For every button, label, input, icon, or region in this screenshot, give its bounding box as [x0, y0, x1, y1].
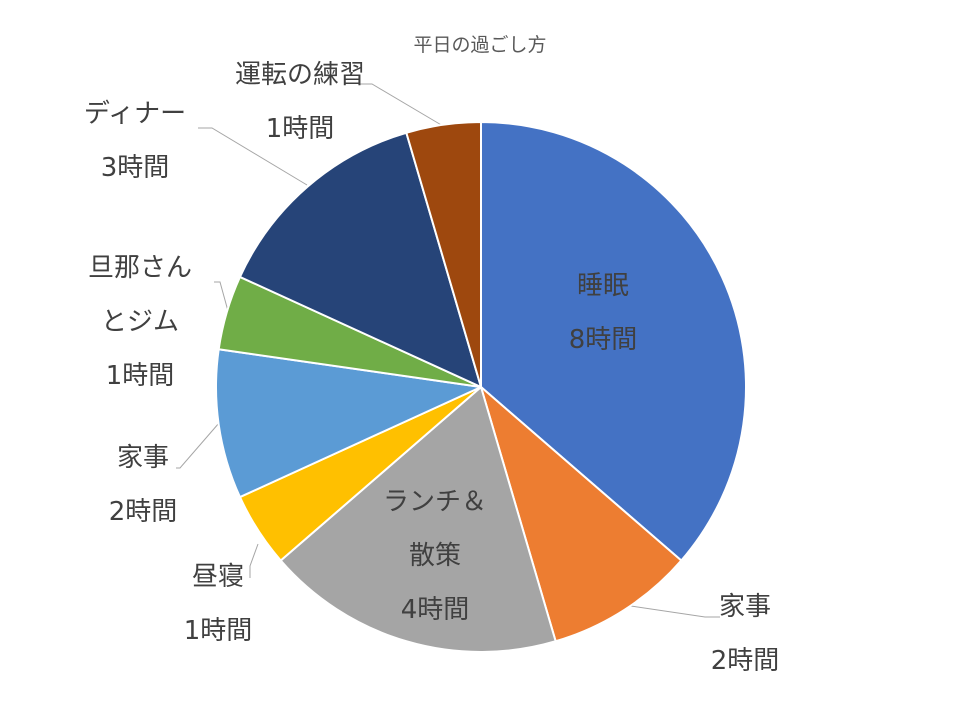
slice-name-line: 散策: [408, 541, 462, 571]
leader-housework-1: [616, 603, 720, 618]
slice-label-lunch-walk: ランチ＆ 散策 4時間: [383, 475, 487, 637]
slice-name: ディナー: [83, 99, 187, 129]
leader-lines: [176, 83, 720, 618]
slice-value: 1時間: [105, 361, 175, 391]
slice-value: 1時間: [183, 616, 253, 646]
slice-label-dinner: ディナー 3時間: [84, 87, 186, 195]
slice-sleep: [480, 121, 747, 562]
slice-label-driving: 運転の練習 1時間: [235, 48, 365, 156]
leader-nap: [249, 543, 259, 578]
slice-name-line: 旦那さん: [87, 253, 193, 283]
leader-driving: [360, 83, 444, 127]
slice-label-sleep: 睡眠 8時間: [569, 259, 638, 367]
slice-value: 8時間: [568, 325, 638, 355]
slice-driving: [405, 121, 482, 388]
chart-title: 平日の過ごし方: [413, 34, 547, 56]
slice-name: 家事: [116, 443, 170, 473]
slice-label-housework-1: 家事 2時間: [711, 580, 780, 688]
leader-dinner: [198, 127, 308, 186]
slice-lunch-walk: [279, 386, 557, 653]
leader-housework-2: [176, 422, 220, 469]
slice-label-gym: 旦那さん とジム 1時間: [88, 241, 192, 403]
slice-value: 3時間: [100, 153, 170, 183]
slice-name: 家事: [718, 592, 772, 622]
slice-name: 睡眠: [576, 271, 630, 301]
slice-label-housework-2: 家事 2時間: [109, 431, 178, 539]
leader-gym: [214, 281, 229, 312]
slice-value: 1時間: [265, 114, 335, 144]
slice-value: 2時間: [710, 646, 780, 676]
slice-housework-2: [215, 348, 482, 499]
slice-name-line: ランチ＆: [382, 487, 488, 517]
slice-name-line: とジム: [100, 307, 180, 337]
slice-name: 昼寝: [191, 562, 245, 592]
slice-name: 運転の練習: [234, 60, 366, 90]
slice-value: 4時間: [400, 595, 470, 625]
slice-dinner: [238, 131, 482, 388]
pie-slices: [215, 121, 747, 653]
slice-housework-1: [480, 386, 683, 643]
slice-label-nap: 昼寝 1時間: [184, 550, 253, 658]
slice-value: 2時間: [108, 497, 178, 527]
